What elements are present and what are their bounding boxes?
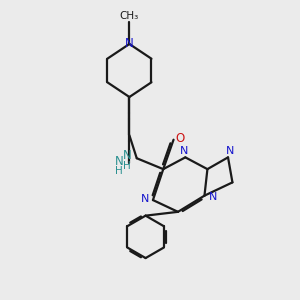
Text: H: H bbox=[115, 167, 123, 176]
Text: N: N bbox=[115, 155, 124, 168]
Text: CH₃: CH₃ bbox=[120, 11, 139, 21]
Text: N: N bbox=[208, 192, 217, 202]
Text: N: N bbox=[123, 149, 132, 162]
Text: H: H bbox=[124, 160, 131, 171]
Text: O: O bbox=[176, 132, 185, 145]
Text: N: N bbox=[140, 194, 149, 204]
Text: N: N bbox=[125, 37, 134, 50]
Text: N: N bbox=[226, 146, 235, 156]
Text: N: N bbox=[180, 146, 188, 156]
